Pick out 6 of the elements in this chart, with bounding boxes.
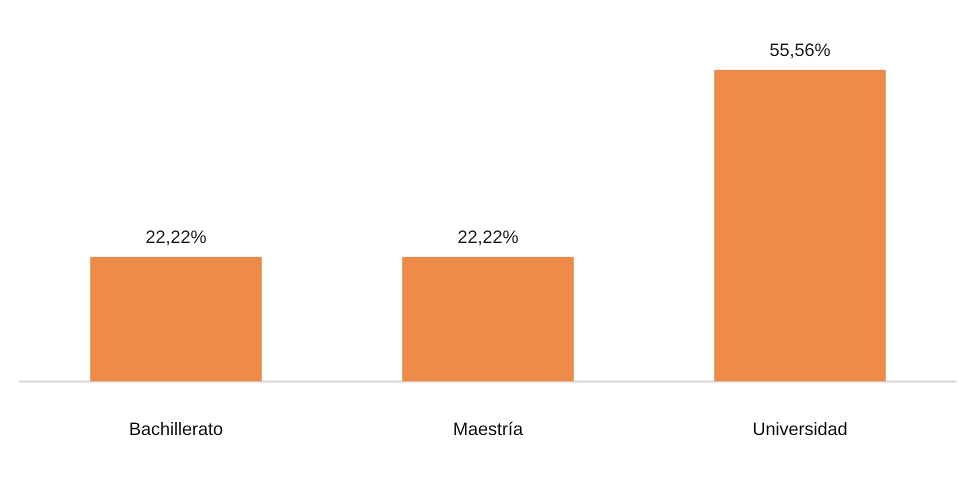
- x-tick-label: Maestría: [452, 419, 524, 440]
- data-label: 55,56%: [769, 40, 831, 60]
- x-tick-label: Universidad: [752, 419, 848, 440]
- data-label: 22,22%: [145, 226, 207, 247]
- x-tick-label: Bachillerato: [128, 419, 224, 440]
- data-label: 22,22%: [457, 226, 519, 247]
